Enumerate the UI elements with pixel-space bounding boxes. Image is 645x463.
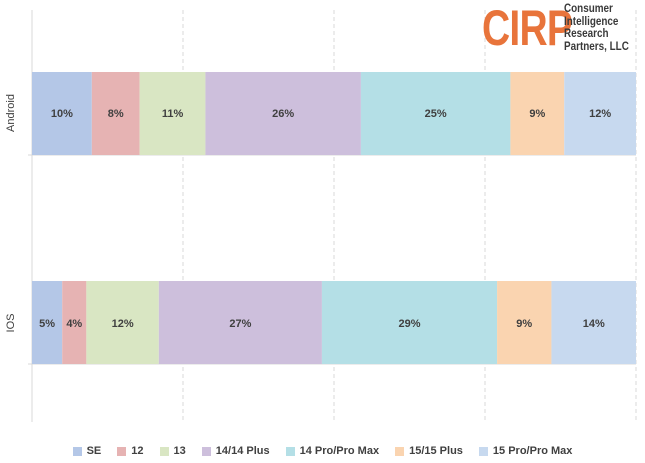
category-label: Android	[5, 94, 17, 132]
data-label: 26%	[272, 108, 294, 120]
bar-segment	[86, 281, 159, 364]
legend-swatch	[159, 446, 169, 456]
legend-label: 14/14 Plus	[215, 445, 270, 457]
legend-item: 15/15 Plus	[395, 445, 463, 457]
data-label: 29%	[398, 318, 420, 330]
bar-segment	[564, 72, 636, 155]
bars: 10% 8% 11% 26% 25% 9% 12% 5% 4% 12% 27% 29% 9% 14%	[32, 72, 636, 364]
logo-line: Partners, LLC	[564, 40, 629, 53]
legend-item: 14 Pro/Pro Max	[285, 445, 380, 457]
legend-label: 15/15 Plus	[409, 445, 463, 457]
legend-item: 15 Pro/Pro Max	[478, 445, 573, 457]
legend: SE 12 13 14/14 Plus 14 Pro/Pro Max 15/15 Plus…	[0, 443, 645, 459]
legend-label: 12	[131, 445, 144, 457]
legend-item: 13	[159, 445, 186, 457]
logo-line: Intelligence	[564, 15, 619, 28]
legend-item: SE	[72, 445, 102, 457]
legend-label: 15 Pro/Pro Max	[492, 445, 573, 457]
legend-swatch	[117, 446, 127, 456]
data-label: 4%	[66, 318, 82, 330]
data-label: 8%	[108, 108, 124, 120]
data-label: 10%	[51, 108, 73, 120]
bar-segment	[91, 72, 140, 155]
legend-swatch	[201, 446, 211, 456]
data-label: 27%	[229, 318, 251, 330]
legend-swatch	[72, 446, 82, 456]
bar-segment	[497, 281, 552, 364]
legend-swatch	[395, 446, 405, 456]
logo-mark: CIRP	[482, 0, 573, 56]
bar-segment	[62, 281, 87, 364]
legend-label: 14 Pro/Pro Max	[299, 445, 380, 457]
data-label: 25%	[425, 108, 447, 120]
logo-line: Research	[564, 28, 609, 40]
legend-label: 13	[173, 445, 186, 457]
data-label: 9%	[516, 318, 532, 330]
bar-segment	[32, 281, 63, 364]
legend-swatch	[478, 446, 488, 456]
data-label: 5%	[39, 318, 55, 330]
bar-segment	[510, 72, 565, 155]
bar-segment	[158, 281, 322, 364]
bar-segment	[360, 72, 511, 155]
category-labels: Android IOS	[5, 94, 17, 332]
bar-segment	[551, 281, 636, 364]
bar-segment	[32, 72, 92, 155]
legend-item: 14/14 Plus	[201, 445, 270, 457]
legend-item: 12	[117, 445, 144, 457]
data-label: 11%	[162, 108, 184, 120]
category-label: IOS	[5, 314, 17, 333]
cirp-logo: CIRP Consumer Intelligence Research Part…	[482, 2, 645, 58]
legend-label: SE	[86, 445, 102, 457]
legend-swatch	[285, 446, 295, 456]
data-label: 9%	[529, 108, 545, 120]
logo-company-name: Consumer Intelligence Research Partners,…	[564, 3, 641, 53]
data-label: 12%	[589, 108, 611, 120]
data-label: 12%	[112, 318, 134, 330]
data-label: 14%	[583, 318, 605, 330]
bar-segment	[139, 72, 206, 155]
bar-segment	[205, 72, 361, 155]
logo-line: Consumer	[564, 3, 613, 15]
bar-segment	[321, 281, 498, 364]
